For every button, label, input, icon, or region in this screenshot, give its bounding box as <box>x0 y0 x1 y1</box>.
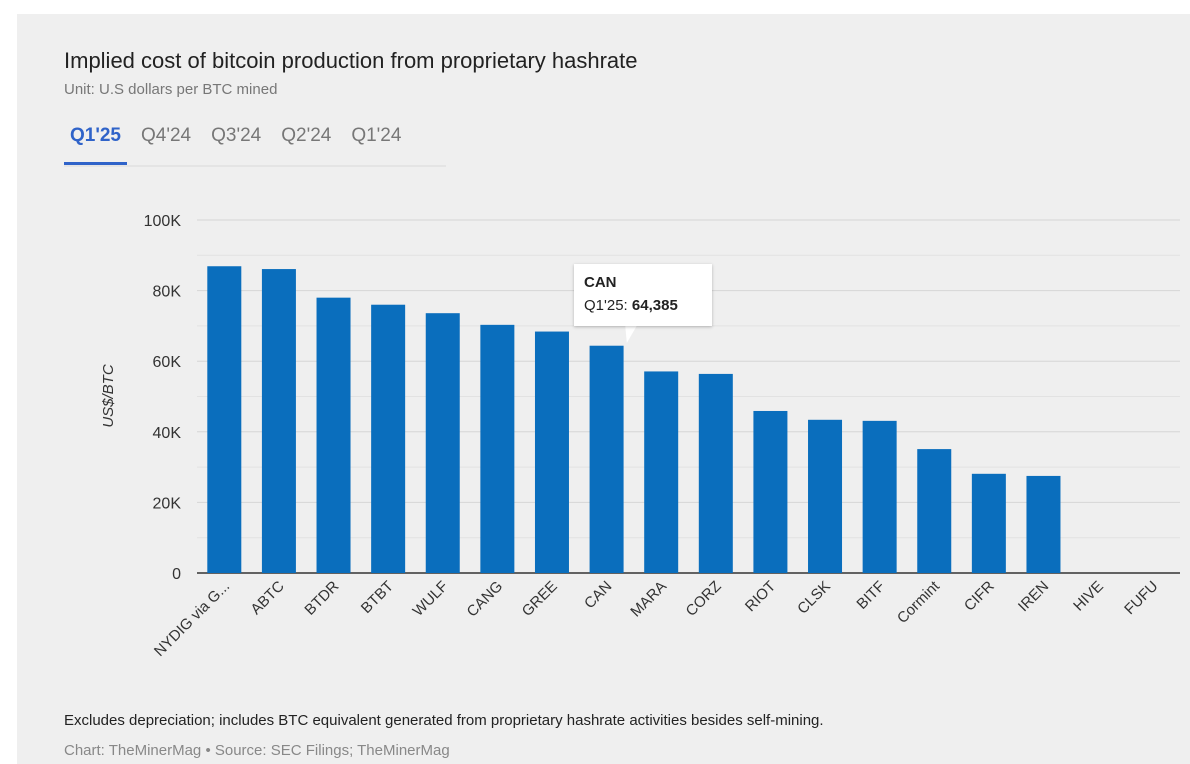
tooltip-series: Q1'25: <box>584 297 632 314</box>
y-tick-label: 40K <box>153 425 182 442</box>
x-tick-label: BTDR <box>301 578 342 619</box>
bar-corz <box>698 373 733 573</box>
x-tick-label: MARA <box>627 578 670 621</box>
y-tick-label: 20K <box>153 495 182 512</box>
bar-cang <box>480 324 515 573</box>
tooltip: CAN Q1'25: 64,385 <box>574 264 712 326</box>
bar-riot <box>753 410 788 573</box>
tooltip-value: 64,385 <box>631 297 678 314</box>
x-tick-label: RIOT <box>742 578 779 615</box>
bar-btdr <box>316 297 351 573</box>
x-tick-label: BITF <box>853 578 888 613</box>
bar-clsk <box>808 419 843 573</box>
bar-wulf <box>425 313 460 573</box>
y-tick-label: 100K <box>144 213 182 230</box>
bar-iren <box>1026 475 1061 573</box>
bar-nydig-via-g- <box>207 266 242 573</box>
x-tick-label: FUFU <box>1121 578 1161 618</box>
tab-q1-24[interactable]: Q1'24 <box>351 125 402 146</box>
bar-abtc <box>261 269 296 573</box>
x-tick-label: WULF <box>410 578 452 620</box>
tooltip-name: CAN <box>584 274 617 291</box>
bar-can <box>589 345 624 573</box>
x-tick-label: IREN <box>1015 578 1052 615</box>
x-tick-label: CAN <box>581 578 615 612</box>
x-tick-label: CLSK <box>794 578 834 618</box>
period-tabs: Q1'25 Q4'24 Q3'24 Q2'24 Q1'24 <box>64 123 446 167</box>
x-tick-label: NYDIG via G... <box>151 578 233 660</box>
x-tick-label: GREE <box>519 578 561 620</box>
y-tick-label: 60K <box>153 354 182 371</box>
bar-bitf <box>862 420 897 573</box>
bar-cormint <box>917 449 952 573</box>
chart-subtitle: Unit: U.S dollars per BTC mined <box>64 81 278 98</box>
x-tick-label: CANG <box>464 578 507 621</box>
x-tick-label: CIFR <box>961 578 998 615</box>
chart-title: Implied cost of bitcoin production from … <box>64 48 638 73</box>
y-tick-label: 80K <box>153 284 182 301</box>
x-tick-label: CORZ <box>683 578 725 620</box>
x-tick-label: HIVE <box>1070 578 1107 615</box>
x-tick-label: BTBT <box>358 578 397 617</box>
bar-gree <box>534 331 569 573</box>
tab-q2-24[interactable]: Q2'24 <box>281 125 332 146</box>
tab-q1-25[interactable]: Q1'25 <box>64 123 127 165</box>
y-tick-label: 0 <box>172 566 181 583</box>
bar-cifr <box>971 473 1006 573</box>
footnote: Excludes depreciation; includes BTC equi… <box>64 712 824 729</box>
x-tick-label: ABTC <box>247 578 287 618</box>
x-tick-label: Cormint <box>894 577 944 627</box>
y-axis-title: US$/BTC <box>100 364 117 428</box>
tab-q3-24[interactable]: Q3'24 <box>211 125 262 146</box>
source-credit: Chart: TheMinerMag • Source: SEC Filings… <box>64 742 450 759</box>
bar-mara <box>644 371 679 573</box>
tab-q4-24[interactable]: Q4'24 <box>141 125 192 146</box>
bar-btbt <box>371 304 406 573</box>
